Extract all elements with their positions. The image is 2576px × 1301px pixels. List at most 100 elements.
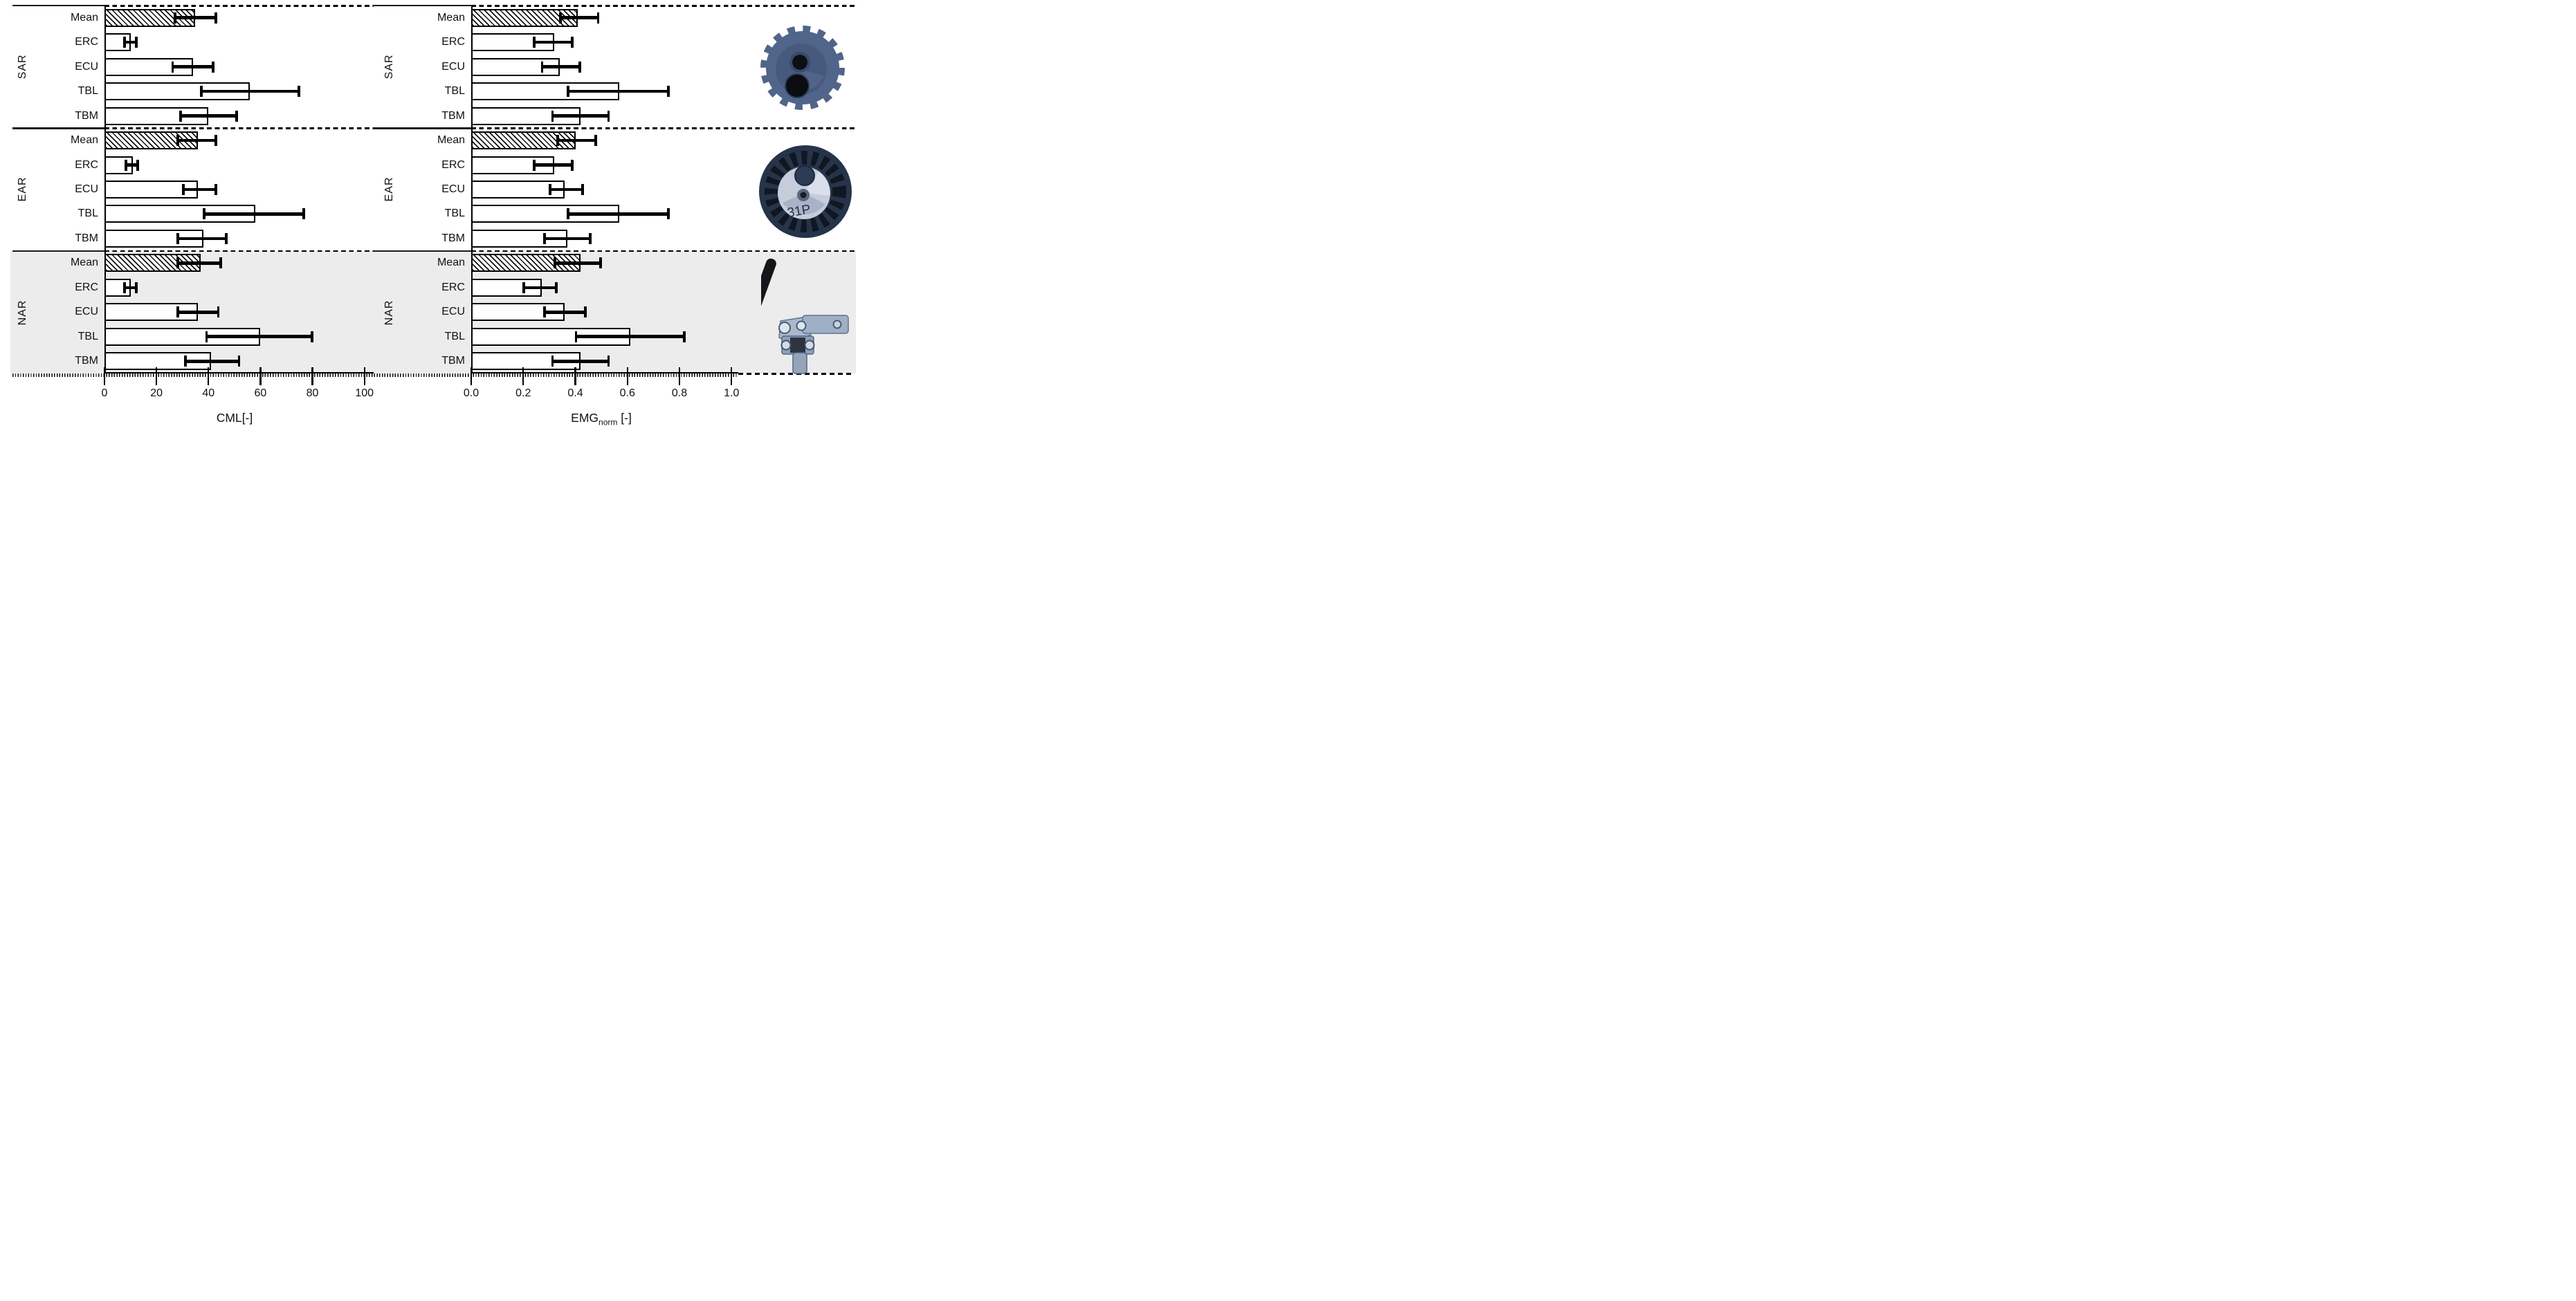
row-label-mean: Mean xyxy=(70,257,98,269)
row-label-ecu: ECU xyxy=(75,60,98,73)
error-cap-high xyxy=(599,257,603,269)
error-cap-low xyxy=(123,282,126,293)
x-axis-line-left xyxy=(104,372,374,374)
error-cap-low xyxy=(543,232,547,244)
error-cap-low xyxy=(554,257,557,269)
error-bar-nar-ecu xyxy=(543,306,587,318)
error-cap-low xyxy=(202,208,205,220)
error-bar-nar-tbl xyxy=(205,331,313,342)
error-cap-high xyxy=(578,61,582,73)
error-cap-high xyxy=(682,331,686,342)
boundary-line xyxy=(12,127,104,129)
error-bar-sar-erc xyxy=(123,37,138,48)
x-axis-major-tick xyxy=(311,367,313,385)
row-label-ecu: ECU xyxy=(75,183,98,195)
row-label-ecu: ECU xyxy=(441,60,465,73)
x-axis-tick-label: 100 xyxy=(355,387,374,399)
x-axis-title-emg-sub: norm xyxy=(599,417,618,427)
error-cap-low xyxy=(533,37,536,48)
error-cap-low xyxy=(174,12,177,24)
row-label-erc: ERC xyxy=(75,36,98,48)
error-bar-ear-erc xyxy=(533,159,574,171)
boundary-line xyxy=(12,250,104,252)
error-bar-sar-tbl xyxy=(567,86,670,98)
error-cap-high xyxy=(596,12,600,24)
x-axis-major-tick xyxy=(522,367,524,385)
row-label-mean: Mean xyxy=(437,11,465,24)
x-axis-tick-label: 0.2 xyxy=(515,387,531,399)
error-bar-ear-ecu xyxy=(548,184,584,195)
error-cap-high xyxy=(302,208,306,220)
row-label-tbm: TBM xyxy=(75,232,98,244)
error-cap-low xyxy=(181,184,185,195)
row-label-tbm: TBM xyxy=(441,109,465,122)
error-bar-ear-tbm xyxy=(543,232,592,244)
row-label-tbl: TBL xyxy=(77,330,98,342)
x-axis-tick-label: 0.4 xyxy=(567,387,583,399)
row-label-erc: ERC xyxy=(441,36,465,48)
error-cap-low xyxy=(176,232,179,244)
row-label-tbl: TBL xyxy=(77,85,98,98)
error-cap-high xyxy=(594,135,597,147)
error-bar-nar-mean xyxy=(554,257,603,269)
row-label-mean: Mean xyxy=(437,257,465,269)
row-label-erc: ERC xyxy=(75,281,98,293)
error-cap-high xyxy=(224,232,228,244)
row-label-ecu: ECU xyxy=(75,306,98,318)
error-bar-ear-erc xyxy=(125,159,139,171)
error-cap-low xyxy=(179,110,182,122)
error-cap-high xyxy=(607,356,610,367)
error-bar-sar-tbl xyxy=(200,86,300,98)
error-cap-high xyxy=(583,306,587,318)
error-cap-high xyxy=(214,12,217,24)
error-cap-high xyxy=(297,86,300,98)
gear-teeth xyxy=(760,26,845,110)
error-cap-high xyxy=(607,110,610,122)
error-cap-low xyxy=(205,331,208,342)
x-axis-major-tick xyxy=(259,367,262,385)
row-label-tbl: TBL xyxy=(444,207,465,220)
error-bar-nar-erc xyxy=(522,282,558,293)
error-cap-low xyxy=(567,86,570,98)
x-axis-major-tick xyxy=(156,367,158,385)
impeller-wheel-photo: 31P xyxy=(759,145,852,238)
boundary-line xyxy=(104,5,374,7)
error-cap-high xyxy=(570,159,574,171)
error-bar-sar-ecu xyxy=(540,61,582,73)
error-cap-low xyxy=(548,184,551,195)
x-axis-major-tick xyxy=(103,367,106,385)
error-cap-low xyxy=(522,282,526,293)
boundary-line xyxy=(104,250,374,252)
row-label-tbl: TBL xyxy=(444,330,465,342)
x-axis-major-tick xyxy=(731,367,733,385)
error-cap-low xyxy=(200,86,203,98)
error-cap-low xyxy=(556,135,559,147)
error-cap-low xyxy=(540,61,544,73)
error-cap-high xyxy=(135,282,138,293)
row-label-tbl: TBL xyxy=(444,85,465,98)
x-axis-tick-label: 80 xyxy=(306,387,319,399)
row-label-tbm: TBM xyxy=(441,232,465,244)
error-bar-ear-mean xyxy=(556,135,597,147)
row-label-tbm: TBM xyxy=(441,355,465,367)
error-cap-low xyxy=(125,159,127,171)
error-cap-high xyxy=(555,282,558,293)
x-axis-tick-label: 0.0 xyxy=(463,387,479,399)
error-bar-sar-mean xyxy=(174,12,217,24)
error-cap-low xyxy=(184,356,188,367)
x-axis-title-cml: CML[-] xyxy=(145,411,325,425)
error-bar-nar-tbm xyxy=(184,356,241,367)
error-cap-low xyxy=(558,12,562,24)
x-axis-tick-label: 0.8 xyxy=(671,387,688,399)
error-cap-low xyxy=(176,306,179,318)
error-cap-low xyxy=(123,37,126,48)
error-bar-ear-tbl xyxy=(202,208,306,220)
error-cap-high xyxy=(667,208,670,220)
error-cap-low xyxy=(574,331,578,342)
x-axis-major-tick xyxy=(678,367,681,385)
boundary-line xyxy=(471,250,855,252)
x-axis-tick-label: 60 xyxy=(254,387,267,399)
error-cap-high xyxy=(667,86,670,98)
error-bar-nar-tbl xyxy=(574,331,686,342)
error-cap-high xyxy=(219,257,223,269)
